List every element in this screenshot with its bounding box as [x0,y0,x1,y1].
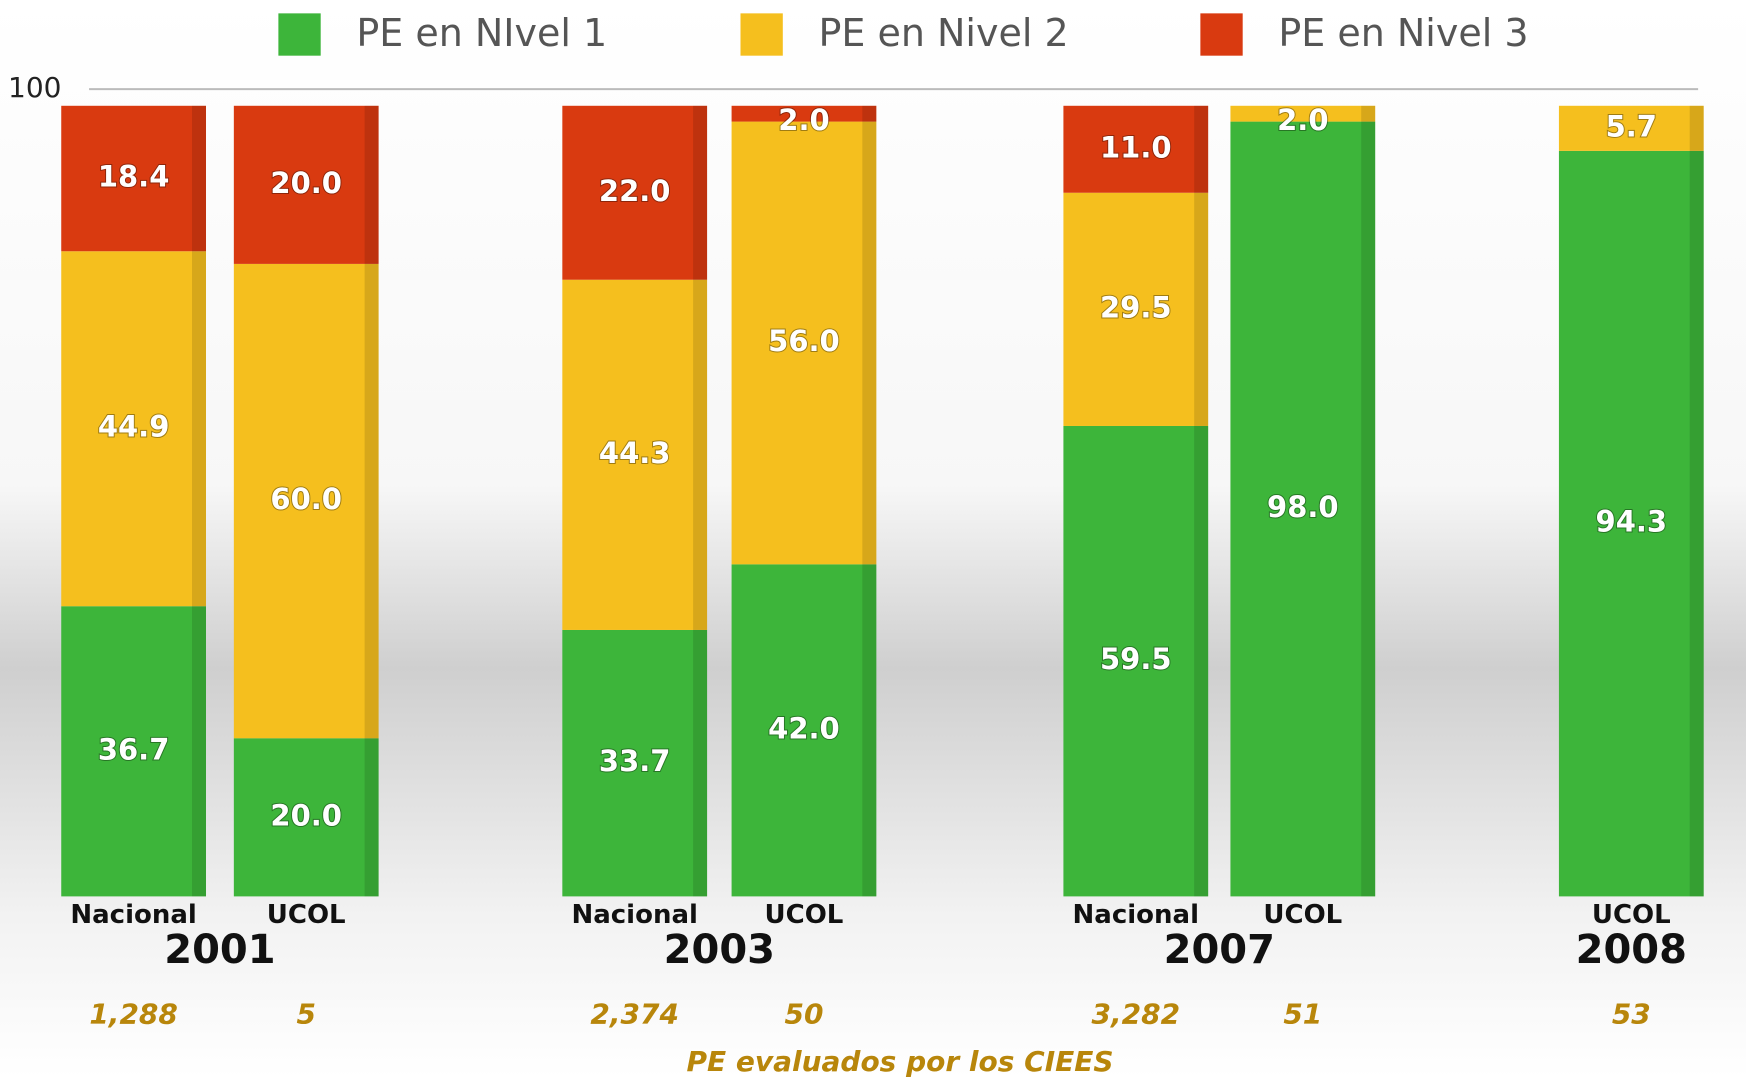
group-label: 2003 [664,927,775,973]
bar-segment [1558,105,1704,151]
bar-segment [731,105,877,122]
legend-label: PE en Nivel 3 [1278,11,1528,55]
legend-label: PE en Nivel 2 [818,11,1068,55]
bar-segment [1063,192,1209,426]
value-label: 29.5 [1100,290,1172,324]
value-label: 33.7 [599,744,671,778]
value-label: 44.9 [98,410,170,444]
group-label: 2008 [1576,927,1687,973]
bar-segment [61,606,207,897]
bar-segment [61,251,207,607]
bar-shade [862,105,877,897]
legend-swatch [278,13,321,56]
legend-swatch [740,13,783,56]
bar-segment [562,105,708,280]
x-tick-label: Nacional [571,900,697,930]
x-tick-label: UCOL [1263,900,1342,930]
bar-shade [693,105,708,897]
bar-shade [192,105,207,897]
legend-label: PE en NIvel 1 [356,11,607,55]
value-label: 42.0 [768,711,840,745]
value-label: 56.0 [768,324,840,358]
value-label: 20.0 [270,798,342,832]
legend-swatch [1200,13,1243,56]
value-label: 98.0 [1267,490,1339,524]
group-label: 2001 [164,927,275,973]
x-axis-label: PE evaluados por los CIEES [686,1045,1113,1078]
count-label: 5 [296,998,315,1031]
value-label: 11.0 [1100,130,1172,164]
bar-shade [1689,105,1704,897]
value-label: 36.7 [98,732,170,766]
value-label: 22.0 [599,174,671,208]
value-label: 2.0 [778,103,829,137]
x-tick-label: UCOL [1592,900,1671,930]
bar-segment [562,279,708,630]
bar-segment [233,738,379,897]
x-tick-label: Nacional [1073,900,1199,930]
bar-segment [61,105,207,252]
value-label: 5.7 [1606,109,1657,143]
bar-segment [1230,105,1376,122]
value-label: 59.5 [1100,642,1172,676]
x-tick-label: Nacional [70,900,196,930]
value-label: 94.3 [1596,505,1668,539]
value-label: 44.3 [599,436,671,470]
group-label: 2007 [1164,927,1275,973]
value-label: 18.4 [98,160,170,194]
bar-segment [233,105,379,264]
count-label: 51 [1283,998,1322,1031]
count-label: 1,288 [89,998,178,1031]
y-tick-label: 100 [8,71,61,104]
bar-segment [731,121,877,565]
count-label: 53 [1612,998,1651,1031]
value-label: 20.0 [270,166,342,200]
value-label: 60.0 [270,482,342,516]
bar-shade [364,105,379,897]
bar-segment [1063,105,1209,193]
bar-segment [731,564,877,897]
bar-segment [562,629,708,897]
count-label: 3,282 [1092,998,1181,1031]
count-label: 2,374 [590,998,679,1031]
bar-segment [1063,425,1209,897]
bar-segment [1230,121,1376,897]
x-tick-label: UCOL [765,900,844,930]
x-tick-label: UCOL [267,900,346,930]
count-label: 50 [784,998,823,1031]
bar-shade [1194,105,1209,897]
bar-segment [1558,150,1704,897]
bar-shade [1361,105,1376,897]
bar-segment [233,263,379,739]
value-label: 2.0 [1277,103,1328,137]
